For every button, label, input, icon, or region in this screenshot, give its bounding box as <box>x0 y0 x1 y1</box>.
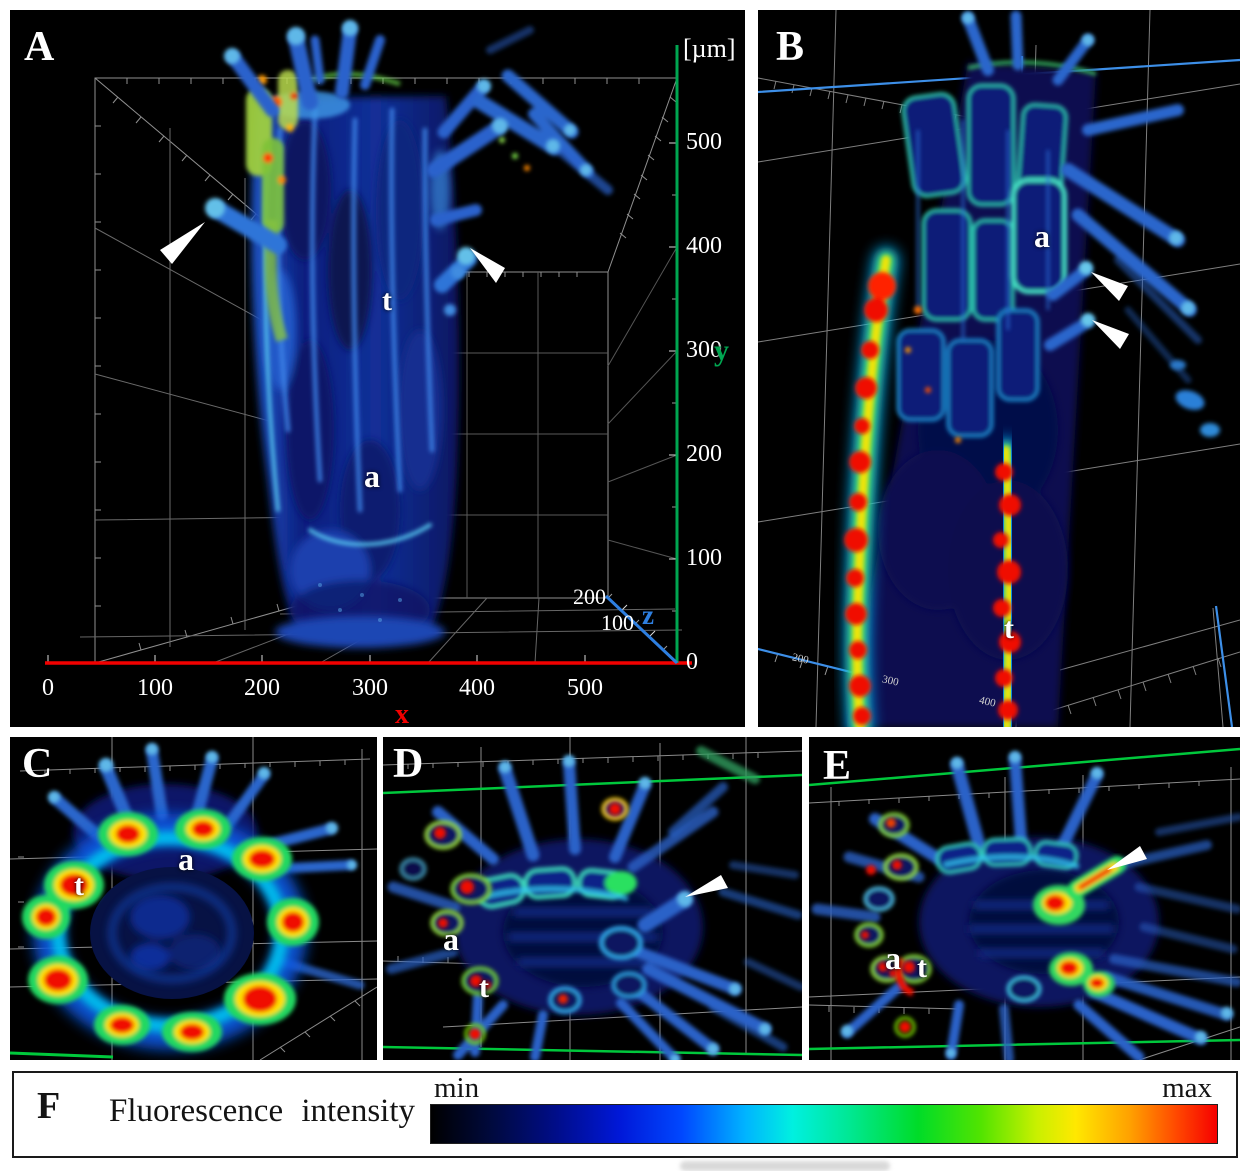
panel-e-render <box>809 747 1240 1060</box>
y-tick: 100 <box>686 545 722 571</box>
legend-title: Fluorescence intensity <box>109 1093 416 1129</box>
arrowhead-icon <box>685 875 728 897</box>
z-tick: 200 <box>573 584 606 609</box>
panel-e: E a t <box>809 737 1240 1060</box>
panel-d-render <box>383 737 802 1060</box>
label-a: a <box>1034 218 1050 254</box>
panel-letter-c: C <box>22 741 53 787</box>
label-t: t <box>917 951 927 984</box>
arrowhead-icon <box>1091 272 1128 301</box>
label-a: a <box>364 458 380 494</box>
page-shadow-artifact <box>680 1161 890 1171</box>
arrowhead-icon <box>470 248 505 283</box>
y-axis-name: y <box>714 334 729 367</box>
label-t: t <box>479 971 489 1004</box>
panel-letter-b: B <box>776 24 805 70</box>
panel-a-render <box>45 20 692 665</box>
label-t: t <box>382 284 392 317</box>
colorbar <box>430 1104 1218 1144</box>
root-cross-section-e <box>811 751 1240 1060</box>
x-tick: 500 <box>567 675 603 701</box>
label-t: t <box>1004 612 1014 645</box>
slice-plane-lines <box>383 773 802 1057</box>
arrowhead-icon <box>1107 846 1147 870</box>
y-tick: 200 <box>686 441 722 467</box>
panel-b-render <box>758 10 1240 727</box>
arrowhead-icon <box>1092 320 1129 349</box>
slice-plane-lines <box>809 747 1240 1051</box>
y-tick: 400 <box>686 233 722 259</box>
x-axis-name: x <box>395 699 409 728</box>
root-cross-section-d <box>386 746 802 1060</box>
legend-panel: F Fluorescence intensity min max <box>12 1071 1238 1158</box>
panel-letter-e: E <box>823 743 852 789</box>
slice-plane-line <box>10 1051 114 1059</box>
x-tick: 0 <box>42 675 54 701</box>
x-tick: 200 <box>244 675 280 701</box>
panel-c: C t a <box>10 737 377 1060</box>
z-tick: 100 <box>601 610 634 635</box>
panel-letter-f: F <box>37 1085 61 1127</box>
arrowhead-icon <box>160 222 205 264</box>
panel-c-render <box>10 737 377 1060</box>
root-volume-b <box>844 10 1220 727</box>
x-tick: 100 <box>137 675 173 701</box>
y-tick: 300 <box>686 337 722 363</box>
y-tick: 500 <box>686 129 722 155</box>
label-a: a <box>178 841 194 877</box>
colorbar-min-label: min <box>434 1072 480 1104</box>
panel-d: D a t <box>383 737 802 1060</box>
root-volume-a <box>205 20 613 648</box>
unit-label: [µm] <box>683 34 736 63</box>
panel-a: A [µm] 500 400 300 200 100 0 y 0 100 200… <box>10 10 745 727</box>
label-a: a <box>443 921 459 957</box>
panel-b: B a t 200 300 400 <box>758 10 1240 727</box>
z-axis-name: z <box>642 600 654 630</box>
y-tick: 0 <box>686 649 698 675</box>
root-cross-section-c <box>22 743 365 1052</box>
label-a: a <box>885 940 901 976</box>
x-tick: 300 <box>352 675 388 701</box>
colorbar-max-label: max <box>1162 1072 1212 1104</box>
panel-letter-d: D <box>393 741 424 787</box>
x-tick: 400 <box>459 675 495 701</box>
panel-letter-a: A <box>24 24 55 70</box>
label-t: t <box>74 869 84 902</box>
z-axis-line <box>604 594 679 665</box>
